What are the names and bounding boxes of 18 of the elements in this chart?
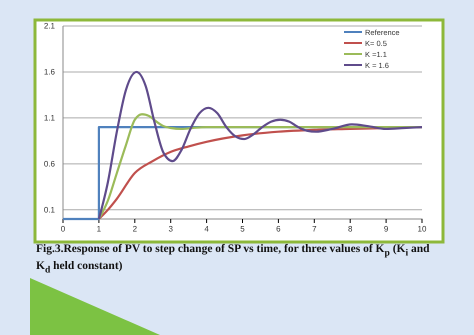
y-tick-label: 1.1 (44, 113, 56, 122)
x-tick-label: 6 (276, 224, 282, 234)
x-tick-label: 3 (168, 224, 174, 234)
x-tick-label: 7 (312, 224, 318, 234)
x-tick-label: 9 (384, 224, 389, 234)
x-tick-label: 10 (418, 224, 427, 234)
x-tick-label: 4 (204, 224, 210, 234)
x-tick-label: 2 (132, 224, 138, 234)
y-tick-label: 2.1 (44, 22, 56, 31)
text: Fig.3.Response of PV to step change of SP vs time, for three values of K$_{p}$ (K$_{i}$ and K$_{d}$ held constant) (36, 243, 430, 276)
x-tick-label: 1 (96, 224, 102, 234)
line-series (98, 70, 424, 220)
y-tick-label: 0.1 (44, 205, 56, 214)
y-tick-label: 1.6 (44, 68, 56, 77)
x-tick-label: 8 (348, 224, 353, 234)
x-tick-label: 5 (240, 224, 246, 234)
y-tick-label: 0.6 (44, 159, 56, 168)
x-tick-label: 0 (60, 224, 66, 234)
